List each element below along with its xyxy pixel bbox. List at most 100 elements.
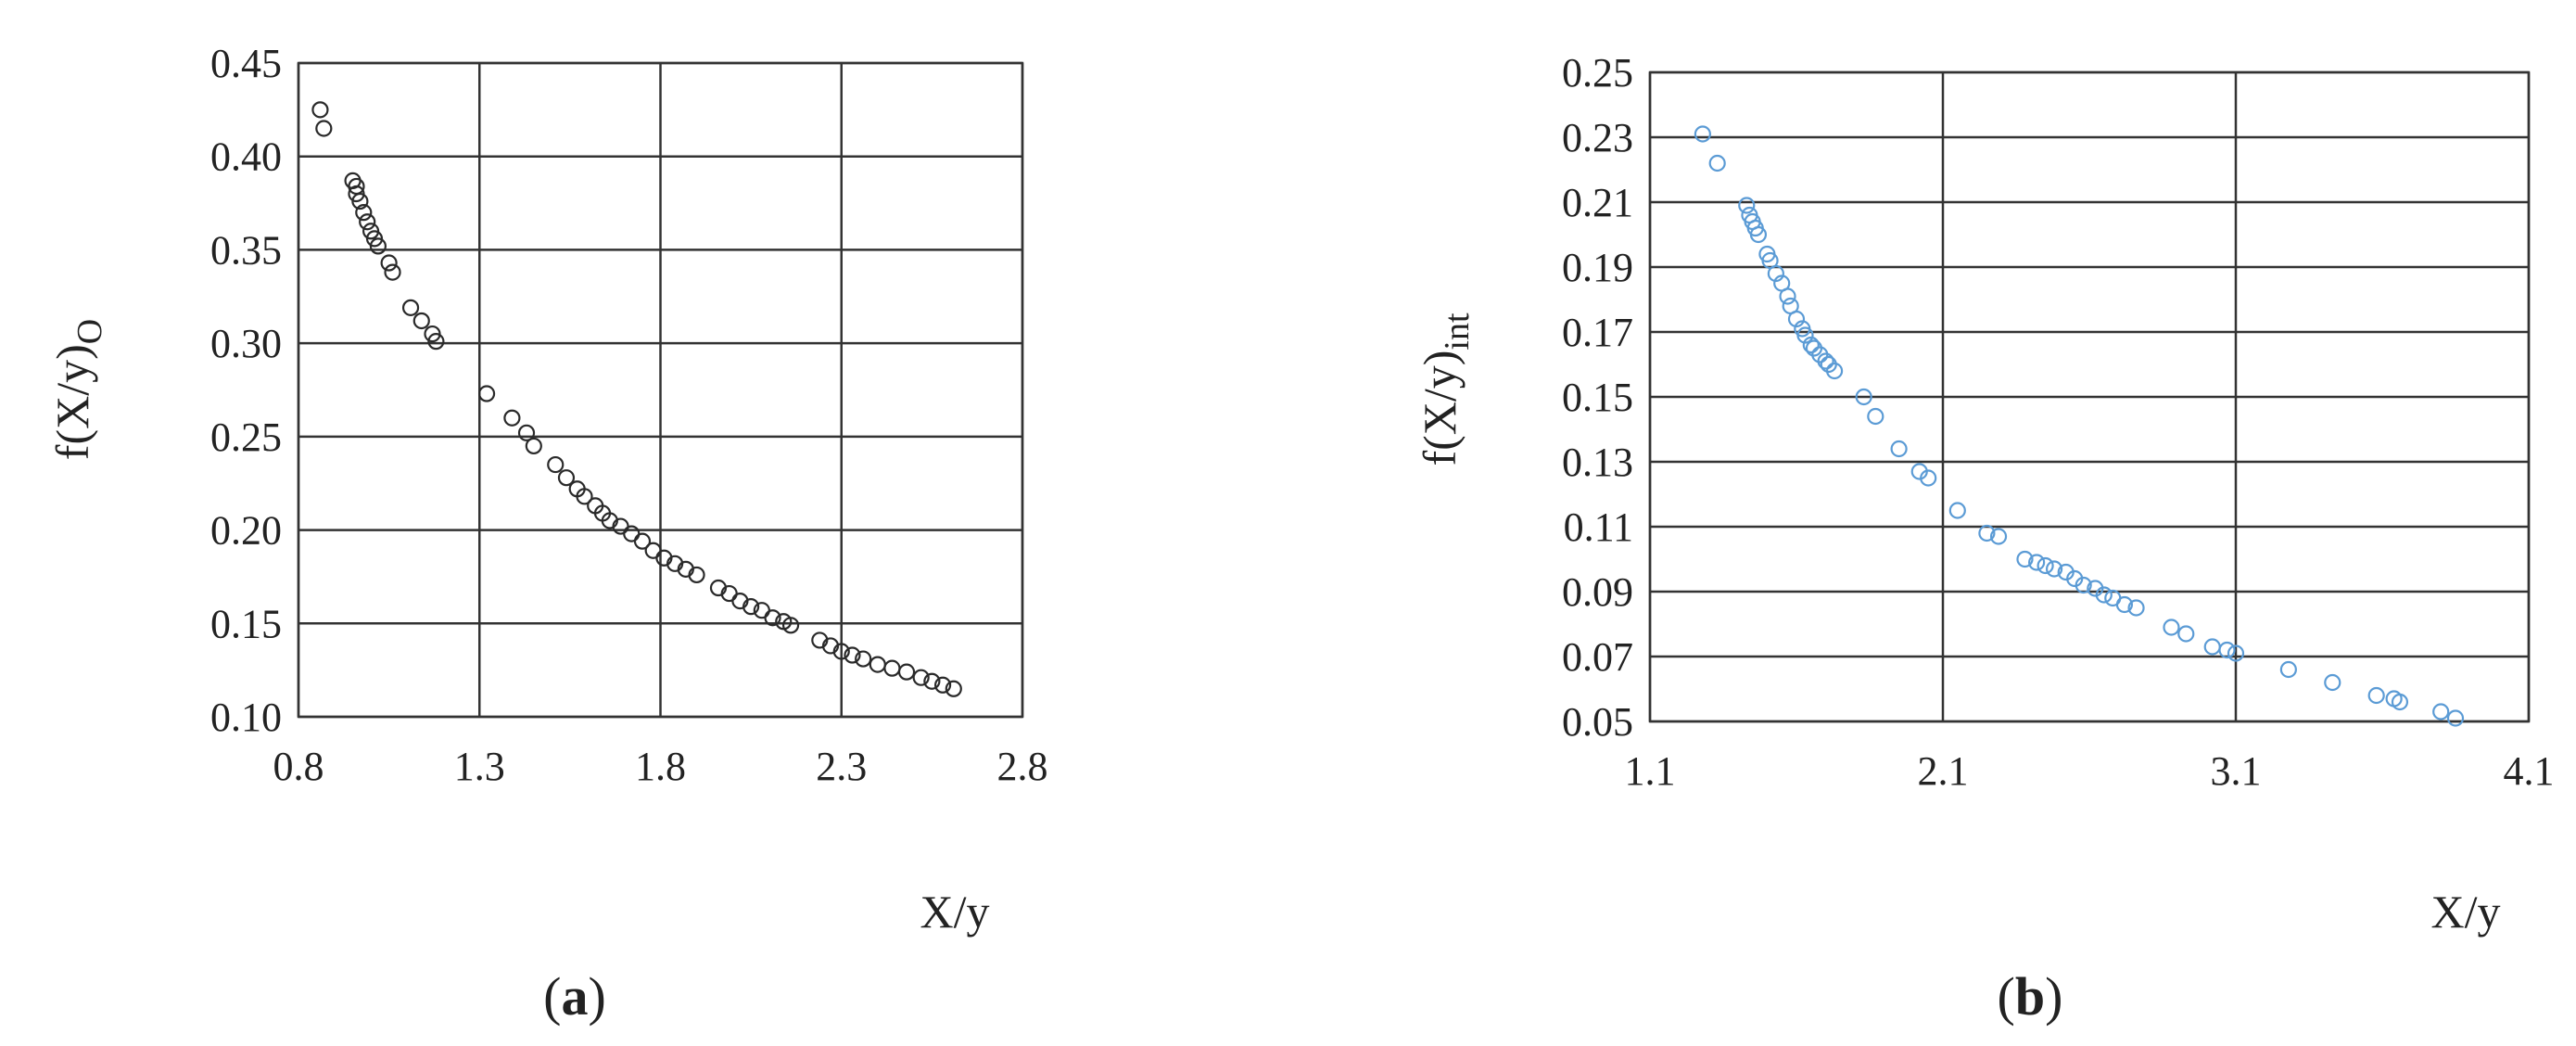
data-point	[380, 254, 398, 272]
data-point	[369, 237, 387, 255]
data-point	[1796, 326, 1814, 344]
data-point	[945, 680, 962, 697]
data-point	[2163, 619, 2180, 636]
data-point	[359, 213, 376, 231]
data-point	[525, 437, 542, 455]
data-point	[1749, 225, 1768, 244]
panel-label-a-open: (	[543, 966, 561, 1027]
data-point	[633, 532, 652, 550]
data-point	[1867, 407, 1884, 426]
x-tick-label: 1.1	[1625, 748, 1676, 794]
y-tick-label: 0.05	[1562, 699, 1633, 745]
y-axis-label-b: f(X/y)int	[1414, 313, 1477, 466]
data-point	[923, 672, 941, 690]
data-point	[2367, 686, 2385, 705]
data-point	[557, 469, 576, 487]
data-point	[1825, 362, 1844, 380]
data-point	[2075, 576, 2092, 594]
x-tick-label: 0.8	[273, 744, 324, 789]
x-tick-label: 4.1	[2504, 748, 2555, 794]
chart-b: 0.05 0.07 0.09 0.11 0.13 0.15 0.17 0.19 0.21 0.23…	[1414, 50, 2555, 1027]
y-tick-label: 0.21	[1562, 180, 1633, 225]
data-point	[844, 646, 861, 664]
panel-label-b-open: (	[1998, 966, 2015, 1027]
data-point	[2279, 660, 2297, 679]
y-tick-label: 0.19	[1562, 245, 1633, 290]
y-tick-label: 0.13	[1562, 440, 1633, 485]
data-point	[1890, 440, 1908, 458]
y-axis-label-a-main: f(X/y)	[46, 344, 98, 460]
x-tick-label: 1.8	[635, 744, 686, 789]
data-point	[688, 566, 705, 584]
data-point	[1738, 197, 1756, 214]
y-tick-label: 0.09	[1562, 569, 1633, 615]
data-point	[1802, 336, 1820, 354]
y-tick-label: 0.20	[210, 508, 282, 554]
x-tick-label: 3.1	[2211, 748, 2262, 794]
panel-label-b-letter: b	[2015, 966, 2045, 1027]
data-point	[517, 424, 536, 441]
data-point	[2045, 560, 2063, 578]
points-a	[311, 101, 962, 697]
x-tick-label: 2.8	[997, 744, 1048, 789]
x-tick-label: 2.1	[1918, 748, 1969, 794]
data-point	[401, 299, 420, 316]
data-point	[315, 120, 333, 137]
y-tick-label: 0.25	[1562, 50, 1633, 96]
y-tick-label: 0.40	[210, 134, 282, 180]
data-point	[2095, 586, 2113, 604]
data-point	[2324, 673, 2341, 692]
data-point	[1920, 469, 1937, 487]
data-point	[2391, 693, 2409, 711]
y-tick-label: 0.30	[210, 321, 282, 366]
data-point	[1767, 264, 1784, 283]
data-point	[2037, 556, 2054, 575]
y-tick-label: 0.17	[1562, 310, 1633, 355]
data-point	[1978, 524, 1996, 542]
gridlines-a	[297, 61, 1024, 719]
y-tick-label: 0.45	[210, 41, 282, 86]
x-tick-label: 1.3	[454, 744, 505, 789]
data-point	[2432, 703, 2450, 721]
data-point	[933, 676, 952, 694]
data-point	[2016, 550, 2034, 568]
data-point	[351, 192, 369, 210]
chart-a: 0.10 0.15 0.20 0.25 0.30 0.35 0.40 0.45 0.8 1.3 1…	[46, 41, 1048, 1027]
data-point	[1855, 388, 1872, 406]
data-point	[1708, 154, 1726, 172]
x-tick-label: 2.3	[816, 744, 867, 789]
y-tick-labels-a: 0.10 0.15 0.20 0.25 0.30 0.35 0.40 0.45	[210, 41, 282, 740]
data-point	[2227, 644, 2245, 662]
data-point	[2218, 641, 2236, 659]
y-tick-label: 0.35	[210, 227, 282, 273]
panel-label-a-close: )	[589, 966, 606, 1027]
data-point	[1787, 310, 1806, 328]
data-point	[1948, 502, 1966, 519]
data-point	[764, 609, 781, 627]
y-tick-label: 0.10	[210, 695, 282, 740]
data-point	[912, 669, 930, 686]
data-point	[384, 263, 401, 281]
data-point	[855, 650, 872, 668]
data-point	[1779, 287, 1796, 305]
data-point	[1817, 352, 1834, 370]
x-tick-labels-b: 1.1 2.1 3.1 4.1	[1625, 748, 2555, 794]
y-tick-label: 0.11	[1564, 504, 1633, 550]
y-tick-label: 0.15	[210, 601, 282, 646]
data-point	[576, 488, 593, 505]
y-tick-label: 0.25	[210, 415, 282, 460]
x-axis-label-b: X/y	[2431, 886, 2501, 938]
data-point	[477, 385, 496, 402]
data-point	[547, 455, 565, 474]
gridlines-b	[1648, 70, 2531, 723]
data-point	[2115, 595, 2134, 614]
y-tick-labels-b: 0.05 0.07 0.09 0.11 0.13 0.15 0.17 0.19 0.21 0.23…	[1562, 50, 1633, 745]
data-point	[2177, 625, 2195, 643]
panel-label-b: (b)	[1998, 966, 2063, 1027]
data-point	[412, 312, 430, 330]
x-axis-label-a: X/y	[920, 886, 990, 938]
y-axis-label-a-subscript: O	[70, 319, 109, 344]
data-point	[503, 409, 521, 427]
panel-label-b-close: )	[2045, 966, 2062, 1027]
